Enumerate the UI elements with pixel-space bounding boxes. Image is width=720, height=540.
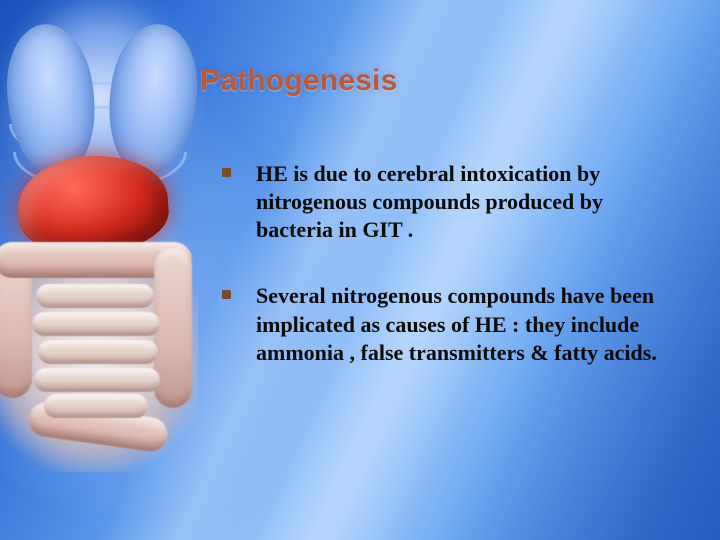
bullet-list: HE is due to cerebral intoxication by ni… [222, 160, 672, 405]
bullet-marker-icon [222, 168, 231, 177]
bullet-item: HE is due to cerebral intoxication by ni… [222, 160, 672, 244]
bullet-item: Several nitrogenous compounds have been … [222, 282, 672, 366]
slide: Pathogenesis HE is due to cerebral intox… [0, 0, 720, 540]
bullet-marker-icon [222, 290, 231, 299]
intestines-icon [0, 242, 198, 472]
ribcage-icon [0, 0, 210, 220]
lungs-icon [8, 24, 196, 194]
slide-title: Pathogenesis [200, 64, 397, 98]
bullet-text: Several nitrogenous compounds have been … [256, 282, 672, 366]
liver-icon [15, 151, 171, 257]
bullet-text: HE is due to cerebral intoxication by ni… [256, 160, 672, 244]
